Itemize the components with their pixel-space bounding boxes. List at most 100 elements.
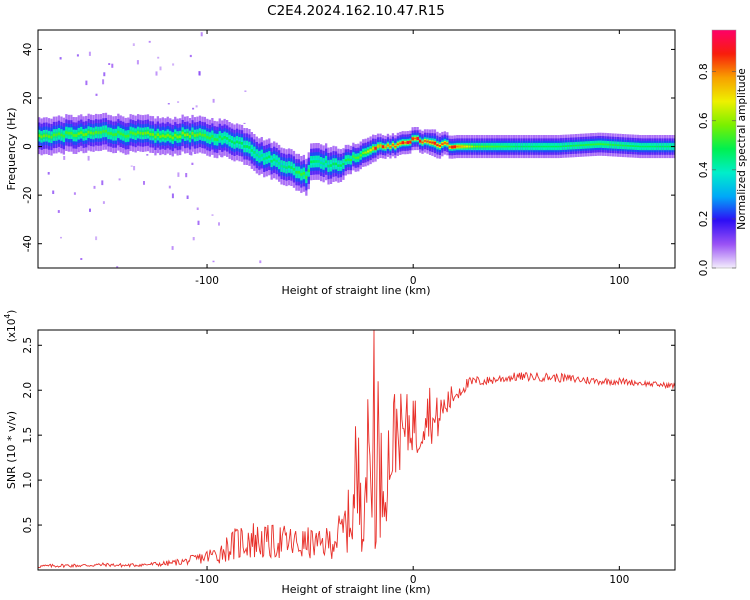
spectrogram-ridge-cell xyxy=(317,160,320,163)
spectrogram-ridge-cell xyxy=(470,145,474,148)
spectrogram-ridge-cell xyxy=(621,144,625,147)
spectrogram-ridge-cell xyxy=(495,145,498,148)
colorbar: 0.0 0.2 0.4 0.6 0.8 Normalized spectral ampl… xyxy=(698,29,748,276)
spectrogram-ridge-cell xyxy=(82,133,85,137)
colorbar-tick-label: 0.2 xyxy=(698,211,710,228)
spectrogram-ridge-cell xyxy=(325,160,328,164)
colorbar-tick-label: 0.0 xyxy=(698,260,710,277)
spectrogram-ridge-cell xyxy=(663,145,667,148)
spectrogram-noise-cell xyxy=(197,220,200,225)
spectrogram-ridge-cell xyxy=(75,134,78,137)
spectrogram-ridge-cell xyxy=(52,133,56,137)
spectrogram-ridge-cell xyxy=(231,140,234,144)
spectrogram-ridge-cell xyxy=(307,169,310,173)
spectrogram-noise-cell xyxy=(196,207,199,210)
spectrogram-noise-cell xyxy=(47,172,50,175)
spectrogram-noise-cell xyxy=(192,107,195,110)
spectrogram-heatmap xyxy=(38,32,675,268)
spectrogram-noise-cell xyxy=(177,172,180,177)
spectrogram-noise-cell xyxy=(146,154,149,156)
spectrogram-ridge-cell xyxy=(287,165,291,169)
spectrogram-ridge-cell xyxy=(582,144,585,146)
snr-series-line xyxy=(38,330,675,569)
spectrogram-noise-cell xyxy=(57,210,60,213)
snr-y-tick-label: 1.5 xyxy=(22,427,34,444)
spectrogram-ridge-cell xyxy=(144,131,147,135)
spectrogram-noise-cell xyxy=(143,181,145,185)
spectrogram-ridge-cell xyxy=(166,133,169,137)
spectrogram-ridge-cell xyxy=(349,159,352,162)
spectrogram-noise-cell xyxy=(118,178,121,181)
spectrogram-noise-cell xyxy=(87,155,90,161)
spectrogram-y-tick-label: 40 xyxy=(22,43,34,56)
spectrogram-ridge-cell xyxy=(587,144,590,146)
spectrogram-ridge-cell xyxy=(431,141,434,144)
spectrogram-ridge-cell xyxy=(50,135,53,139)
spectrogram-ridge-cell xyxy=(122,133,125,137)
spectrogram-noise-cell xyxy=(59,57,62,60)
spectrogram-ridge-cell xyxy=(611,144,615,146)
spectrogram-ridge-cell xyxy=(386,144,390,147)
spectrogram-peak-cell xyxy=(416,137,420,140)
spectrogram-noise-cell xyxy=(155,71,158,76)
spectrogram-ridge-cell xyxy=(302,172,305,175)
spectrogram-ridge-cell xyxy=(574,144,578,147)
spectrogram-noise-cell xyxy=(186,195,189,199)
snr-x-tick-label: 0 xyxy=(410,574,417,586)
spectrogram-noise-cell xyxy=(243,122,246,124)
spectrogram-ridge-cell xyxy=(240,142,244,145)
spectrogram-ridge-cell xyxy=(329,164,333,167)
spectrogram-ridge-cell xyxy=(473,145,476,148)
spectrogram-ridge-cell xyxy=(337,164,340,167)
spectrogram-ridge-cell xyxy=(456,145,459,148)
spectrogram-ridge-cell xyxy=(248,146,251,149)
spectrogram-ridge-cell xyxy=(423,140,427,142)
snr-plot-area xyxy=(38,330,675,569)
spectrogram-ridge-cell xyxy=(124,135,127,138)
spectrogram-ridge-cell xyxy=(70,131,73,135)
spectrogram-ridge-cell xyxy=(312,160,315,163)
spectrogram-ridge-cell xyxy=(369,149,372,152)
spectrogram-ridge-cell xyxy=(191,132,194,135)
spectrogram-ridge-cell xyxy=(545,145,548,148)
spectrogram-ridge-cell xyxy=(60,133,63,137)
colorbar-ticks: 0.0 0.2 0.4 0.6 0.8 xyxy=(698,63,736,276)
spectrogram-noise-cell xyxy=(80,258,83,260)
spectrogram-ridge-cell xyxy=(443,142,446,144)
spectrogram-ridge-cell xyxy=(193,134,197,137)
spectrogram-ridge-cell xyxy=(137,131,140,134)
spectrogram-noise-cell xyxy=(172,63,175,66)
colorbar-gradient xyxy=(712,30,736,268)
spectrogram-peak-cell xyxy=(453,145,457,149)
spectrogram-ridge-cell xyxy=(263,157,266,161)
spectrogram-ridge-cell xyxy=(92,132,95,135)
spectrogram-ridge-cell xyxy=(282,165,286,169)
spectrogram-y-tick-label: 20 xyxy=(22,91,34,104)
spectrogram-ridge-cell xyxy=(552,145,555,148)
spectrogram-ridge-cell xyxy=(161,134,164,138)
spectrogram-ridge-cell xyxy=(305,175,308,179)
spectrogram-ridge-cell xyxy=(532,145,536,148)
spectrogram-ridge-cell xyxy=(503,145,506,148)
spectrogram-ridge-cell xyxy=(275,159,278,163)
colorbar-frame xyxy=(711,29,737,269)
spectrogram-ridge-cell xyxy=(47,135,51,138)
spectrogram-noise-cell xyxy=(171,246,174,250)
spectrogram-ridge-cell xyxy=(483,145,486,148)
spectrogram-noise-cell xyxy=(102,79,105,85)
spectrogram-ridge-cell xyxy=(555,145,558,148)
snr-axes: -100 0 100 0.5 1.0 1.5 2.0 2.5 xyxy=(22,330,675,586)
spectrogram-ridge-cell xyxy=(300,173,303,176)
spectrogram-ridge-cell xyxy=(421,141,424,144)
spectrogram-frame xyxy=(37,29,676,269)
spectrogram-noise-cell xyxy=(102,201,105,204)
spectrogram-ridge-cell xyxy=(510,145,513,148)
spectrogram-ridge-cell xyxy=(520,145,523,148)
spectrogram-ridge-cell xyxy=(40,135,43,139)
spectrogram-ridge-cell xyxy=(508,145,511,148)
spectrogram-ridge-cell xyxy=(414,137,417,140)
spectrogram-peak-cell xyxy=(433,141,437,145)
spectrogram-ridge-cell xyxy=(184,133,187,137)
spectrogram-ridge-cell xyxy=(213,138,216,141)
spectrogram-noise-cell xyxy=(93,185,96,189)
